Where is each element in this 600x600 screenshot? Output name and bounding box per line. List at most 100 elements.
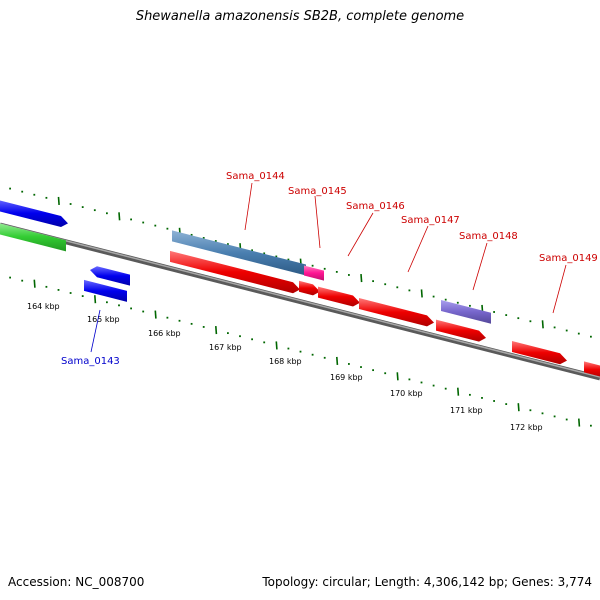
inner-rail-minor-tick xyxy=(202,326,205,328)
leader-sama-0143 xyxy=(90,309,101,353)
inner-rail-minor-tick xyxy=(130,307,132,310)
gene-label-sama-0147[interactable]: Sama_0147 xyxy=(401,215,460,226)
inner-rail-major-tick xyxy=(517,403,520,412)
gene-label-sama-0146[interactable]: Sama_0146 xyxy=(346,201,405,212)
outer-rail-minor-tick xyxy=(33,193,36,196)
inner-rail-major-tick xyxy=(154,310,157,319)
outer-rail-minor-tick xyxy=(456,301,459,304)
inner-rail-minor-tick xyxy=(45,285,48,288)
feature-red-cds-0145[interactable] xyxy=(299,280,320,296)
outer-rail-major-tick xyxy=(360,273,363,283)
gene-label-sama-0144[interactable]: Sama_0144 xyxy=(226,171,285,182)
outer-rail-minor-tick xyxy=(577,332,580,335)
outer-rail-minor-tick xyxy=(505,314,508,316)
inner-rail-minor-tick xyxy=(323,356,326,359)
inner-rail-minor-tick xyxy=(311,353,314,356)
inner-rail-minor-tick xyxy=(372,369,374,372)
feature-sama-0144[interactable] xyxy=(172,230,306,276)
inner-rail-major-tick xyxy=(215,325,218,335)
outer-rail-minor-tick xyxy=(529,320,532,323)
inner-rail-minor-tick xyxy=(239,335,241,338)
leader-sama-0145 xyxy=(314,195,321,249)
inner-tick-rail xyxy=(9,276,592,427)
outer-rail-minor-tick xyxy=(45,196,48,199)
outer-rail-minor-tick xyxy=(214,240,217,242)
feature-red-cds-0146[interactable] xyxy=(318,286,360,307)
tick-label-169: 169 kbp xyxy=(330,373,363,382)
outer-rail-minor-tick xyxy=(154,224,157,227)
feature-red-cds-0147[interactable] xyxy=(359,298,434,327)
gene-label-sama-0149[interactable]: Sama_0149 xyxy=(539,253,598,264)
inner-rail-major-tick xyxy=(33,279,36,288)
outer-rail-minor-tick xyxy=(372,280,374,283)
tick-label-168: 168 kbp xyxy=(269,357,302,366)
outer-rail-minor-tick xyxy=(202,237,205,239)
outer-rail-minor-tick xyxy=(493,311,495,313)
feature-sama-0143[interactable] xyxy=(84,279,127,302)
inner-rail-minor-tick xyxy=(553,415,556,418)
inner-rail-major-tick xyxy=(578,418,581,427)
gene-label-sama-0145[interactable]: Sama_0145 xyxy=(288,186,347,197)
accession-label: Accession: NC_008700 xyxy=(8,575,145,589)
feature-sama-0148[interactable] xyxy=(441,299,491,324)
inner-rail-minor-tick xyxy=(420,381,423,384)
outer-rail-minor-tick xyxy=(348,274,350,276)
outer-rail-major-tick xyxy=(420,289,423,298)
outer-tick-rail xyxy=(9,187,592,338)
inner-rail-minor-tick xyxy=(481,397,483,399)
outer-rail-minor-tick xyxy=(21,190,24,193)
inner-rail-major-tick xyxy=(457,387,460,396)
outer-rail-minor-tick xyxy=(142,221,145,224)
feature-forward-cds-left[interactable] xyxy=(0,199,68,228)
feature-red-cds-0144[interactable] xyxy=(170,250,300,294)
map-title: Shewanella amazonensis SB2B, complete ge… xyxy=(135,9,465,24)
inner-rail-minor-tick xyxy=(348,363,350,365)
kbp-tick-labels: 164 kbp 165 kbp 166 kbp 167 kbp 168 kbp … xyxy=(27,302,543,432)
inner-rail-minor-tick xyxy=(299,350,302,353)
feature-red-cds-0149[interactable] xyxy=(512,341,567,365)
inner-rail-minor-tick xyxy=(360,366,362,368)
outer-rail-minor-tick xyxy=(130,218,132,221)
feature-blue-arrow-upper[interactable] xyxy=(90,266,130,286)
outer-rail-minor-tick xyxy=(9,187,11,190)
outer-rail-minor-tick xyxy=(565,329,568,332)
feature-rna[interactable] xyxy=(0,222,66,252)
outer-rail-minor-tick xyxy=(384,283,387,286)
leader-sama-0148 xyxy=(472,242,488,291)
inner-rail-major-tick xyxy=(396,372,399,381)
inner-rail-minor-tick xyxy=(505,403,508,405)
inner-rail-minor-tick xyxy=(384,372,387,375)
outer-rail-minor-tick xyxy=(590,335,592,338)
tick-label-170: 170 kbp xyxy=(390,389,423,398)
outer-rail-major-tick xyxy=(57,196,60,205)
inner-rail-minor-tick xyxy=(529,409,532,412)
leader-sama-0144 xyxy=(244,182,253,231)
gene-labels: Sama_0143 Sama_0144 Sama_0145 Sama_0146 … xyxy=(61,171,598,367)
outer-rail-minor-tick xyxy=(263,252,266,255)
inner-rail-minor-tick xyxy=(432,384,435,387)
tick-label-171: 171 kbp xyxy=(450,406,483,415)
outer-rail-minor-tick xyxy=(287,258,290,261)
feature-red-cds-0148[interactable] xyxy=(436,319,486,342)
outer-rail-minor-tick xyxy=(190,233,193,236)
tick-label-166: 166 kbp xyxy=(148,329,181,338)
inner-rail-minor-tick xyxy=(166,316,169,319)
tick-label-164: 164 kbp xyxy=(27,302,60,311)
gene-label-sama-0148[interactable]: Sama_0148 xyxy=(459,231,518,242)
inner-rail-minor-tick xyxy=(565,418,568,421)
feature-red-cds-edge[interactable] xyxy=(584,361,600,377)
outer-rail-minor-tick xyxy=(251,249,253,252)
feature-sama-0145[interactable] xyxy=(304,265,324,281)
outer-rail-minor-tick xyxy=(311,264,314,267)
outer-rail-minor-tick xyxy=(396,286,399,289)
genome-backbone-highlight xyxy=(0,223,600,378)
gene-label-sama-0143[interactable]: Sama_0143 xyxy=(61,356,120,367)
outer-rail-minor-tick xyxy=(166,227,169,230)
inner-rail-minor-tick xyxy=(106,301,108,304)
tick-label-165: 165 kbp xyxy=(87,315,120,324)
leader-sama-0147 xyxy=(407,225,429,273)
inner-rail-minor-tick xyxy=(9,276,11,279)
outer-rail-minor-tick xyxy=(227,243,229,246)
tick-label-172: 172 kbp xyxy=(510,423,543,432)
outer-rail-minor-tick xyxy=(335,270,338,273)
